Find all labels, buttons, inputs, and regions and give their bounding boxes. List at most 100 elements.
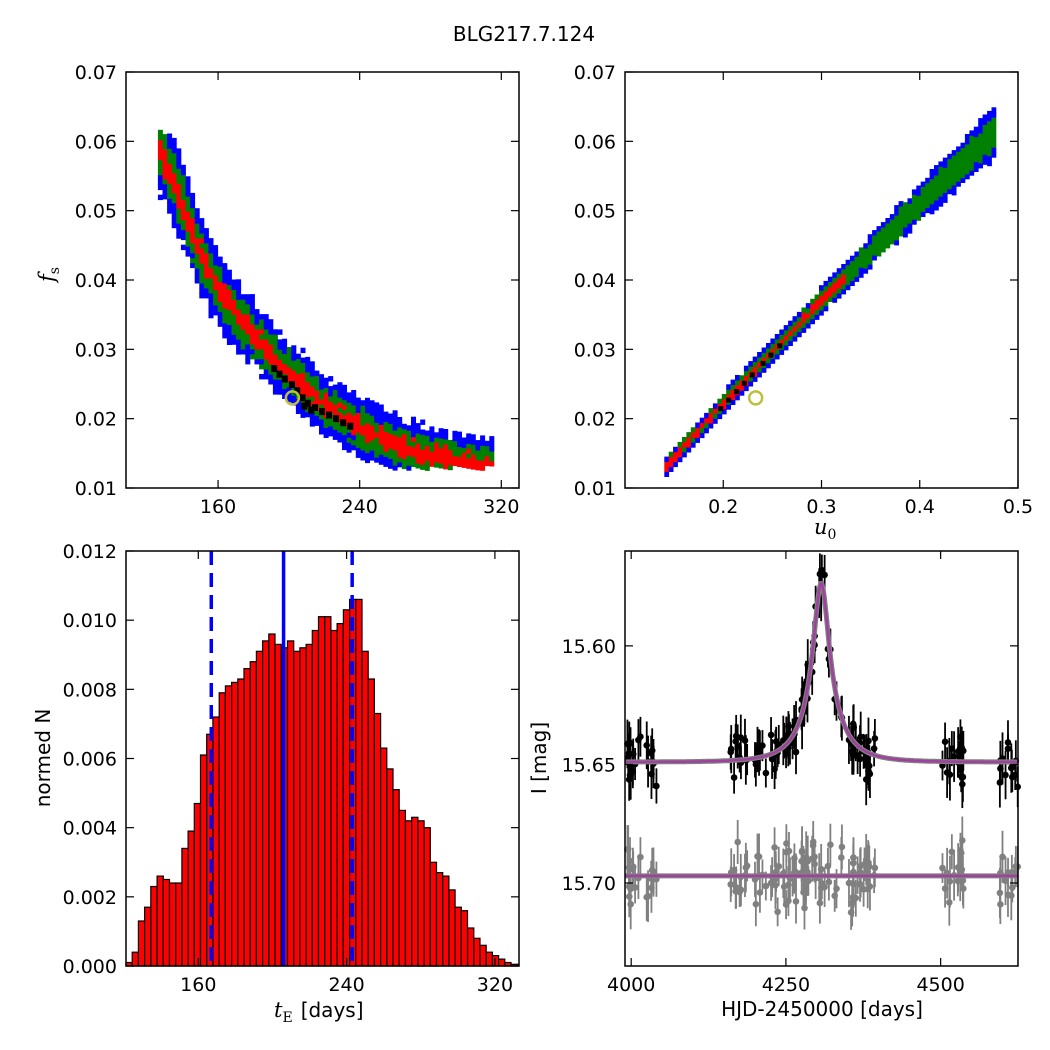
sigma2-cell [171,162,177,169]
sigma3-cell [947,188,953,195]
sigma3-cell [748,361,754,367]
best-chi2-cell [734,389,740,395]
sigma2-cell [907,213,913,219]
sigma2-cell [443,439,449,445]
sigma1-cell [295,378,301,385]
sigma2-cell [973,156,979,163]
sigma2-cell [231,314,237,320]
sigma2-cell [217,301,223,307]
sigma3-cell [743,365,749,372]
sigma1-cell [374,432,380,438]
lightcurve-xtick-label: 4500 [916,974,964,996]
sigma1-cell [673,456,678,463]
sigma3-cell [726,404,731,410]
sigma2-cell [827,296,833,302]
sigma3-cell [194,268,200,274]
sigma2-cell [956,161,961,167]
sigma1-cell [452,460,458,467]
best-chi2-cell [749,372,755,378]
sigma2-cell [903,222,908,228]
sigma3-cell [167,143,173,149]
residual-point [762,882,770,890]
sigma1-cell [268,359,274,365]
sigma1-cell [222,303,228,309]
sigma3-cell [236,344,242,350]
sigma2-cell [194,258,200,264]
sigma3-cell [171,142,177,149]
residual-point [809,838,817,846]
sigma2-cell [735,380,740,386]
sigma1-cell [480,460,486,466]
sigma2-cell [176,218,182,224]
sigma1-cell [263,354,269,360]
sigma2-cell [858,252,864,258]
sigma2-cell [259,349,265,355]
sigma3-cell [236,339,242,345]
sigma2-cell [911,214,917,220]
sigma2-cell [406,455,412,461]
sigma2-cell [406,460,412,466]
sigma2-cell [176,178,182,184]
sigma2-cell [889,234,895,240]
sigma1-cell [841,274,846,280]
te-symbol: t [274,998,283,1022]
te-histogram-ytick-label: 0.002 [63,887,117,909]
sigma2-cell [199,273,205,279]
sigma1-cell [240,319,246,325]
sigma3-cell [300,357,306,363]
sigma1-cell [217,291,223,297]
sigma1-cell [801,312,807,318]
data-point [792,748,800,756]
sigma3-cell [788,340,793,346]
sigma3-cell [938,161,944,167]
sigma2-cell [236,329,242,335]
sigma1-cell [411,451,416,458]
sigma1-cell [213,275,219,281]
sigma2-cell [203,283,209,289]
sigma3-cell [185,176,191,182]
sigma1-cell [664,466,670,472]
sigma2-cell [947,163,953,170]
data-point [1008,763,1016,771]
sigma2-cell [982,124,988,130]
sigma1-cell [443,459,449,465]
sigma2-cell [268,369,274,375]
sigma1-cell [162,159,168,165]
sigma2-cell [365,442,370,449]
sigma3-cell [351,434,357,441]
data-point [941,738,949,745]
sigma3-cell [208,308,214,314]
sigma3-cell [213,260,219,266]
sigma1-cell [162,149,168,155]
sigma2-cell [934,195,939,201]
sigma3-cell [222,273,228,279]
sigma2-cell [956,176,961,182]
sigma1-cell [415,453,421,459]
sigma3-cell [704,427,709,434]
sigma3-cell [415,428,421,434]
sigma1-cell [259,344,265,350]
sigma2-cell [969,140,975,146]
sigma2-cell [411,461,416,468]
sigma3-cell [194,208,200,214]
sigma2-cell [309,381,315,387]
sigma3-cell [295,403,301,409]
sigma1-cell [277,359,283,365]
sigma3-cell [337,437,343,443]
histogram-bar [460,910,469,967]
sigma3-cell [199,283,205,289]
sigma3-cell [236,289,242,295]
sigma2-cell [805,318,811,324]
sigma3-cell [429,431,435,437]
sigma2-cell [171,197,177,204]
sigma3-cell [805,303,811,309]
sigma3-cell [157,179,163,186]
sigma3-cell [323,432,329,438]
sigma2-cell [925,187,930,194]
sigma3-cell [217,311,223,317]
sigma1-cell [443,444,449,450]
sigma2-cell [167,153,173,159]
sigma3-cell [929,203,935,210]
sigma1-cell [231,299,237,305]
sigma3-cell [964,139,970,145]
